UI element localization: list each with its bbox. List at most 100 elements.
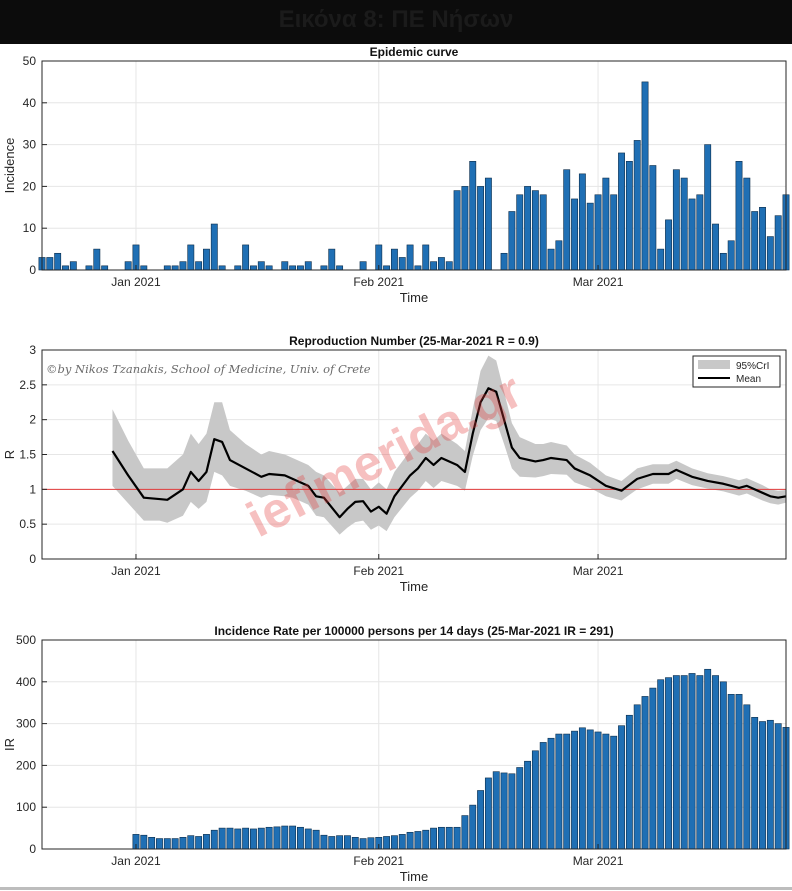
y-tick-label: 1.5: [19, 448, 36, 462]
bar: [492, 771, 500, 850]
bar: [336, 835, 344, 850]
bar: [445, 261, 453, 271]
x-tick-label: Feb 2021: [353, 275, 404, 289]
bar: [367, 837, 375, 850]
bar: [484, 177, 492, 271]
bar: [148, 836, 156, 850]
bar: [351, 836, 359, 850]
bar: [712, 223, 719, 271]
x-tick-label: Mar 2021: [573, 275, 624, 289]
bar: [524, 186, 531, 271]
chart-title: Epidemic curve: [370, 45, 459, 59]
bar: [500, 252, 508, 271]
bar: [712, 675, 719, 850]
bar: [704, 668, 712, 850]
bar: [618, 152, 625, 271]
y-tick-label: 50: [23, 54, 37, 68]
bar: [508, 211, 516, 271]
legend-swatch-ci: [698, 360, 730, 369]
bar: [516, 767, 524, 850]
x-tick-label: Jan 2021: [111, 564, 161, 578]
y-axis-label: R: [2, 450, 17, 459]
bar: [665, 677, 672, 850]
bar: [774, 723, 782, 850]
bar: [343, 835, 351, 850]
bar: [85, 265, 93, 271]
bar: [226, 827, 234, 850]
bar: [461, 186, 469, 271]
bar: [735, 161, 743, 271]
bar: [140, 265, 148, 271]
bar: [242, 827, 250, 850]
bar: [210, 223, 218, 271]
bar: [719, 252, 727, 271]
bar: [297, 265, 304, 271]
x-axis-label: Time: [400, 579, 428, 594]
bar: [751, 211, 759, 271]
bar: [281, 261, 289, 271]
bar: [680, 177, 688, 271]
bar: [453, 826, 461, 850]
bar: [101, 265, 109, 271]
chart-title: Reproduction Number (25-Mar-2021 R = 0.9…: [289, 334, 539, 348]
bar: [398, 834, 406, 850]
bar: [594, 194, 602, 271]
bar: [265, 265, 273, 271]
bar: [469, 804, 477, 850]
bar: [414, 265, 422, 271]
footer-rule: [0, 887, 792, 890]
axes-box: [41, 639, 787, 850]
bar: [633, 704, 641, 850]
bar: [602, 733, 610, 850]
bar: [406, 244, 414, 271]
bar: [461, 815, 469, 850]
bar: [69, 261, 77, 271]
y-tick-label: 20: [23, 179, 37, 193]
y-tick-label: 30: [23, 138, 37, 152]
bar: [187, 835, 195, 850]
y-tick-label: 3: [29, 343, 36, 357]
mean-line: [111, 387, 787, 519]
chart-panel-2: ©by Nikos Tzanakis, School of Medicine, …: [2, 334, 787, 594]
bar: [743, 704, 751, 850]
bar: [257, 827, 265, 850]
x-tick-label: Feb 2021: [353, 564, 404, 578]
bar: [383, 265, 391, 271]
x-tick-label: Mar 2021: [573, 564, 624, 578]
bar: [414, 831, 422, 850]
bar: [171, 265, 179, 271]
x-tick-label: Feb 2021: [353, 854, 404, 868]
bar: [437, 826, 445, 850]
axes-box: [41, 60, 787, 271]
bar: [46, 257, 54, 271]
bar: [297, 826, 304, 850]
bar: [555, 240, 563, 271]
y-tick-label: 1: [29, 482, 36, 496]
bar: [563, 169, 571, 271]
bar: [625, 714, 633, 850]
chart-panel-3: 0 100 200 300 400 500 Jan 2021 Feb 2021 Mar 2021…: [2, 624, 790, 884]
bar: [759, 207, 766, 271]
x-axis-label: Time: [400, 869, 428, 884]
bar: [578, 727, 586, 850]
bar: [571, 730, 578, 850]
bar: [602, 177, 610, 271]
bar: [649, 165, 657, 271]
y-tick-label: 400: [16, 675, 36, 689]
bar: [195, 261, 203, 271]
bar: [140, 834, 148, 850]
y-tick-label: 0: [29, 263, 36, 277]
bar: [273, 826, 281, 850]
bar: [171, 838, 179, 850]
bar: [163, 838, 171, 850]
bar: [187, 244, 195, 271]
bar: [672, 675, 680, 850]
bar: [704, 144, 712, 271]
bar: [312, 829, 320, 850]
legend-label-mean: Mean: [736, 374, 761, 385]
bar: [539, 742, 547, 850]
y-tick-label: 500: [16, 633, 36, 647]
bar: [774, 215, 782, 271]
bar: [257, 261, 265, 271]
x-tick-label: Jan 2021: [111, 854, 161, 868]
